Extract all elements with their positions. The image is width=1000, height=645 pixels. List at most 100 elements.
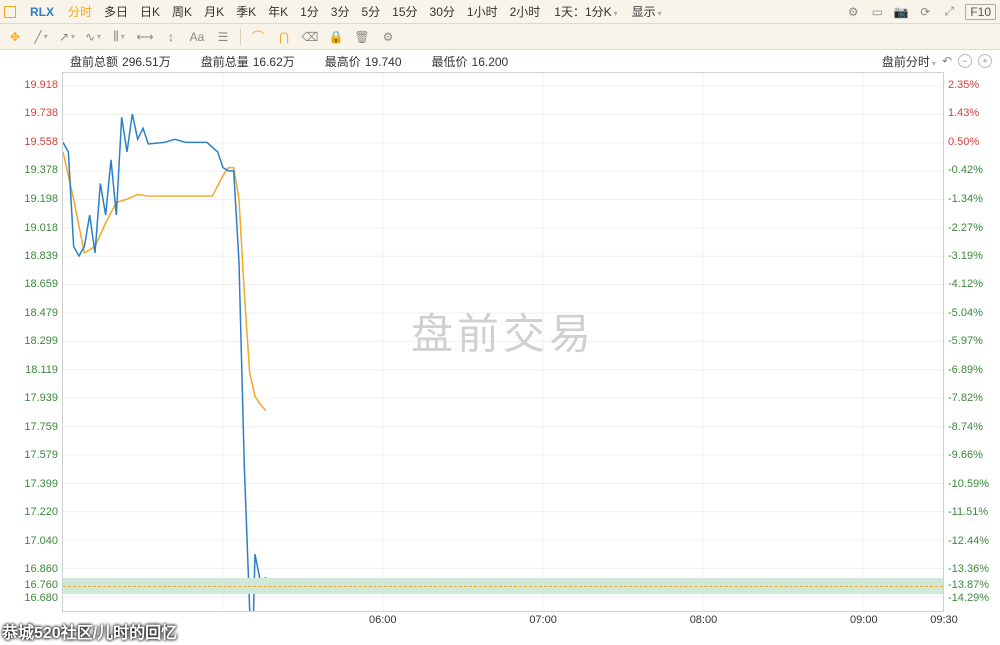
timeframe-2小时[interactable]: 2小时 [504, 5, 547, 19]
chart-plot[interactable]: 盘前交易 [62, 72, 944, 612]
mode-selector[interactable]: 盘前分时 [882, 53, 936, 70]
y-right-tick: -9.66% [948, 449, 983, 461]
x-tick: 09:00 [850, 614, 878, 626]
y-left-tick: 16.680 [24, 592, 58, 604]
timeframe-30分[interactable]: 30分 [424, 5, 461, 19]
f10-button[interactable]: F10 [965, 4, 996, 20]
y-axis-right: 2.35% 1.43% 0.50% -0.42% -1.34% -2.27% -3.19% -… [944, 72, 1000, 612]
square-icon [4, 6, 16, 18]
y-left-tick: 16.860 [24, 563, 58, 575]
y-right-tick: -4.12% [948, 278, 983, 290]
x-tick: 07:00 [529, 614, 557, 626]
y-right-tick: 2.35% [948, 79, 979, 91]
y-left-tick: 18.659 [24, 278, 58, 290]
timeframe-3分[interactable]: 3分 [325, 5, 356, 19]
display-menu[interactable]: 显示 [626, 3, 668, 20]
y-right-tick: -3.19% [948, 250, 983, 262]
move-tool-icon[interactable]: ✥ [6, 28, 24, 46]
bar-tool-icon[interactable]: ⫼ [110, 28, 128, 46]
settings-tool-icon[interactable]: ⚙ [379, 28, 397, 46]
line-tool-icon[interactable]: ╱ [32, 28, 50, 46]
gear-icon[interactable]: ⚙ [845, 4, 861, 20]
timeframe-周K[interactable]: 周K [166, 5, 198, 19]
y-left-tick: 17.220 [24, 506, 58, 518]
x-axis: 06:0007:0008:0009:0009:30 [62, 612, 944, 632]
y-right-tick: -0.42% [948, 164, 983, 176]
x-tick: 06:00 [369, 614, 397, 626]
y-left-tick: 19.018 [24, 222, 58, 234]
y-right-tick: -12.44% [948, 535, 989, 547]
expand-icon[interactable]: ⤢ [941, 4, 957, 20]
y-right-tick: -11.51% [948, 506, 988, 518]
y-left-tick: 19.918 [24, 79, 58, 91]
lock-tool-icon[interactable]: 🔒 [327, 28, 345, 46]
timeframe-年K[interactable]: 年K [262, 5, 294, 19]
timeframe-combo[interactable]: 1天：1分K [548, 3, 623, 20]
info-high: 最高价19.740 [325, 53, 402, 70]
y-right-tick: -6.89% [948, 364, 983, 376]
eraser-tool-icon[interactable]: ⌫ [301, 28, 319, 46]
timeframe-多日[interactable]: 多日 [98, 5, 134, 19]
info-volume: 盘前总量16.62万 [201, 53, 295, 70]
timeframe-1分[interactable]: 1分 [294, 5, 325, 19]
chart-area: 19.918 19.738 19.558 19.378 19.198 19.018 18.8… [0, 72, 1000, 645]
timeframe-5分[interactable]: 5分 [355, 5, 386, 19]
wave-tool-icon[interactable]: ∿ [84, 28, 102, 46]
timeframe-分时[interactable]: 分时 [62, 5, 98, 19]
refresh-icon[interactable]: ⟳ [917, 4, 933, 20]
text-tool-icon[interactable]: Aa [188, 28, 206, 46]
info-row: 盘前总额296.51万 盘前总量16.62万 最高价19.740 最低价16.2… [0, 50, 1000, 72]
arc-tool-icon[interactable]: ⌒ [249, 28, 267, 46]
vline-tool-icon[interactable]: ↕ [162, 28, 180, 46]
separator [240, 29, 241, 45]
y-left-tick: 17.939 [24, 392, 58, 404]
y-right-tick: -13.36% [948, 563, 989, 575]
y-left-tick: 18.839 [24, 250, 58, 262]
y-right-tick: -2.27% [948, 222, 983, 234]
x-tick: 09:30 [930, 614, 958, 626]
y-axis-left: 19.918 19.738 19.558 19.378 19.198 19.018 18.8… [0, 72, 62, 612]
info-low: 最低价16.200 [432, 53, 509, 70]
y-left-tick: 17.040 [24, 535, 58, 547]
y-left-tick: 18.299 [24, 335, 58, 347]
y-left-tick: 16.760 [24, 579, 58, 591]
toolbar-drawing: ✥ ╱ ↗ ∿ ⫼ ⟷ ↕ Aa ☰ ⌒ ⋂ ⌫ 🔒 🗑 ⚙ [0, 24, 1000, 50]
timeframe-15分[interactable]: 15分 [386, 5, 423, 19]
y-left-tick: 18.479 [24, 307, 58, 319]
chart-svg [63, 73, 943, 611]
y-left-tick: 19.738 [24, 107, 58, 119]
y-left-tick: 19.378 [24, 164, 58, 176]
y-left-tick: 17.399 [24, 478, 58, 490]
y-right-tick: -7.82% [948, 392, 983, 404]
y-right-tick: -8.74% [948, 421, 983, 433]
panel-icon[interactable]: ▭ [869, 4, 885, 20]
ticker-symbol[interactable]: RLX [24, 5, 60, 19]
trash-tool-icon[interactable]: 🗑 [353, 28, 371, 46]
y-right-tick: 0.50% [948, 136, 979, 148]
minus-icon[interactable]: − [958, 54, 972, 68]
y-right-tick: -5.04% [948, 307, 983, 319]
y-right-tick: 1.43% [948, 107, 979, 119]
y-left-tick: 19.198 [24, 193, 58, 205]
y-right-tick: -10.59% [948, 478, 989, 490]
timeframe-季K[interactable]: 季K [230, 5, 262, 19]
info-amount: 盘前总额296.51万 [70, 53, 171, 70]
undo-icon[interactable]: ↶ [942, 54, 952, 68]
plus-icon[interactable]: + [978, 54, 992, 68]
x-tick: 08:00 [690, 614, 718, 626]
note-tool-icon[interactable]: ☰ [214, 28, 232, 46]
y-right-tick: -1.34% [948, 193, 983, 205]
timeframe-月K[interactable]: 月K [198, 5, 230, 19]
current-price-line [63, 586, 943, 587]
y-right-tick: -5.97% [948, 335, 983, 347]
timeframe-1小时[interactable]: 1小时 [461, 5, 504, 19]
camera-icon[interactable]: 📷 [893, 4, 909, 20]
y-right-tick: -13.87% [948, 579, 989, 591]
timeframe-日K[interactable]: 日K [134, 5, 166, 19]
hline-tool-icon[interactable]: ⟷ [136, 28, 154, 46]
y-left-tick: 19.558 [24, 136, 58, 148]
magnet-tool-icon[interactable]: ⋂ [275, 28, 293, 46]
y-right-tick: -14.29% [948, 592, 989, 604]
trend-tool-icon[interactable]: ↗ [58, 28, 76, 46]
y-left-tick: 17.759 [24, 421, 58, 433]
